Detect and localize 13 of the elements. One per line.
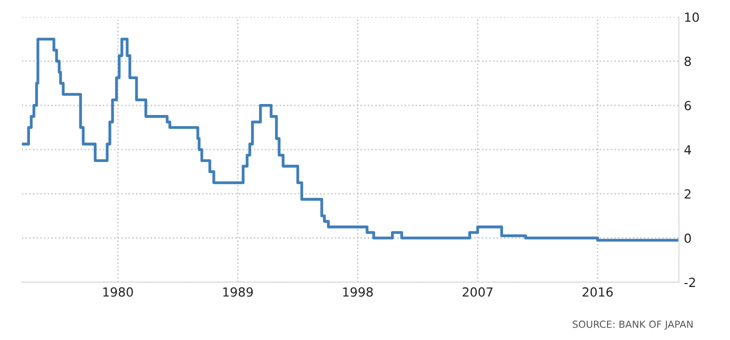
y-tick-label: 0	[684, 233, 691, 243]
x-tick-label: 1998	[343, 287, 373, 297]
x-tick-label: 1989	[223, 287, 253, 297]
source-note: SOURCE: BANK OF JAPAN	[572, 320, 693, 330]
y-tick-label: -2	[684, 278, 695, 287]
y-tick-label: 10	[685, 12, 699, 22]
x-tick-label: 2007	[462, 287, 493, 297]
x-tick-label: 1980	[103, 287, 133, 297]
y-tick-label: 4	[684, 145, 692, 154]
y-tick-label: 2	[684, 189, 690, 199]
y-tick-label: 6	[684, 100, 691, 110]
x-tick-label: 2016	[582, 287, 613, 297]
y-tick-label: 8	[684, 56, 691, 66]
